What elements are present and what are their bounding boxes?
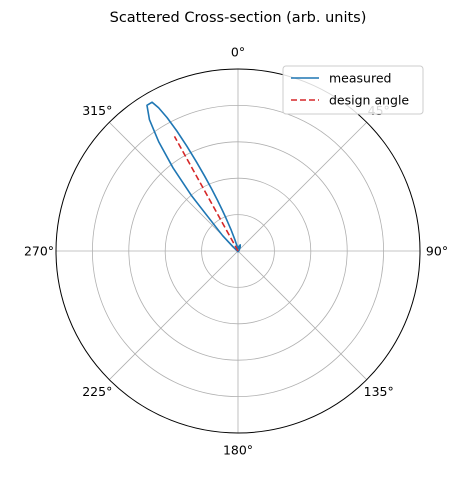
chart-title: Scattered Cross-section (arb. units) <box>110 10 367 26</box>
theta-gridline-225 <box>109 250 239 380</box>
legend-label-1: measured <box>329 71 391 86</box>
series-line-2 <box>173 136 239 252</box>
theta-tick-label: 135° <box>364 384 394 399</box>
series-line-1 <box>146 101 242 253</box>
theta-gridline-45 <box>237 122 367 252</box>
theta-tick-label: 90° <box>426 244 448 259</box>
theta-tick-label: 315° <box>82 103 112 118</box>
theta-tick-label: 0° <box>231 45 245 60</box>
polar-grid <box>55 68 421 434</box>
legend: measured design angle <box>282 65 424 115</box>
theta-tick-label: 270° <box>24 244 54 259</box>
legend-label-2: design angle <box>329 93 409 108</box>
polar-frame <box>55 68 421 434</box>
theta-gridline-315 <box>109 122 239 252</box>
theta-tick-label: 225° <box>82 384 112 399</box>
theta-gridline-135 <box>237 250 367 380</box>
theta-tick-label: 180° <box>223 443 253 458</box>
series-layer <box>146 101 242 253</box>
